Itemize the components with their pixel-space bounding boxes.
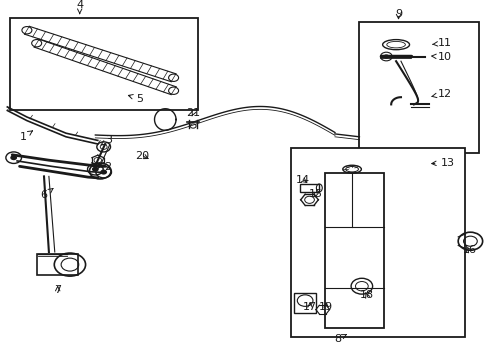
Text: 12: 12 <box>431 89 451 99</box>
Text: 6: 6 <box>41 189 53 200</box>
Bar <box>299 184 319 192</box>
Text: 7: 7 <box>54 285 61 295</box>
Text: 5: 5 <box>128 94 142 104</box>
Bar <box>325 173 383 328</box>
Text: 1: 1 <box>20 131 32 142</box>
Circle shape <box>383 54 388 59</box>
Text: 3: 3 <box>101 135 112 145</box>
Text: 10: 10 <box>431 52 451 62</box>
Text: 19: 19 <box>319 302 332 312</box>
Text: 15: 15 <box>308 189 322 199</box>
Text: 16: 16 <box>462 245 475 255</box>
Text: 11: 11 <box>431 38 451 48</box>
Text: 8: 8 <box>333 334 346 344</box>
Text: 20: 20 <box>135 150 148 161</box>
Circle shape <box>100 170 107 175</box>
Text: 21: 21 <box>186 108 200 118</box>
Text: 14: 14 <box>296 175 309 185</box>
Bar <box>10 18 198 110</box>
Text: 13: 13 <box>431 158 453 168</box>
Bar <box>290 148 464 337</box>
Text: 4: 4 <box>76 0 83 14</box>
Text: 9: 9 <box>394 9 401 19</box>
Bar <box>294 293 315 313</box>
Bar <box>359 22 478 153</box>
Circle shape <box>92 167 99 172</box>
Circle shape <box>10 155 17 160</box>
Text: 17: 17 <box>303 302 316 312</box>
Text: 18: 18 <box>359 290 373 300</box>
Text: 2: 2 <box>98 162 111 172</box>
Bar <box>37 254 78 275</box>
